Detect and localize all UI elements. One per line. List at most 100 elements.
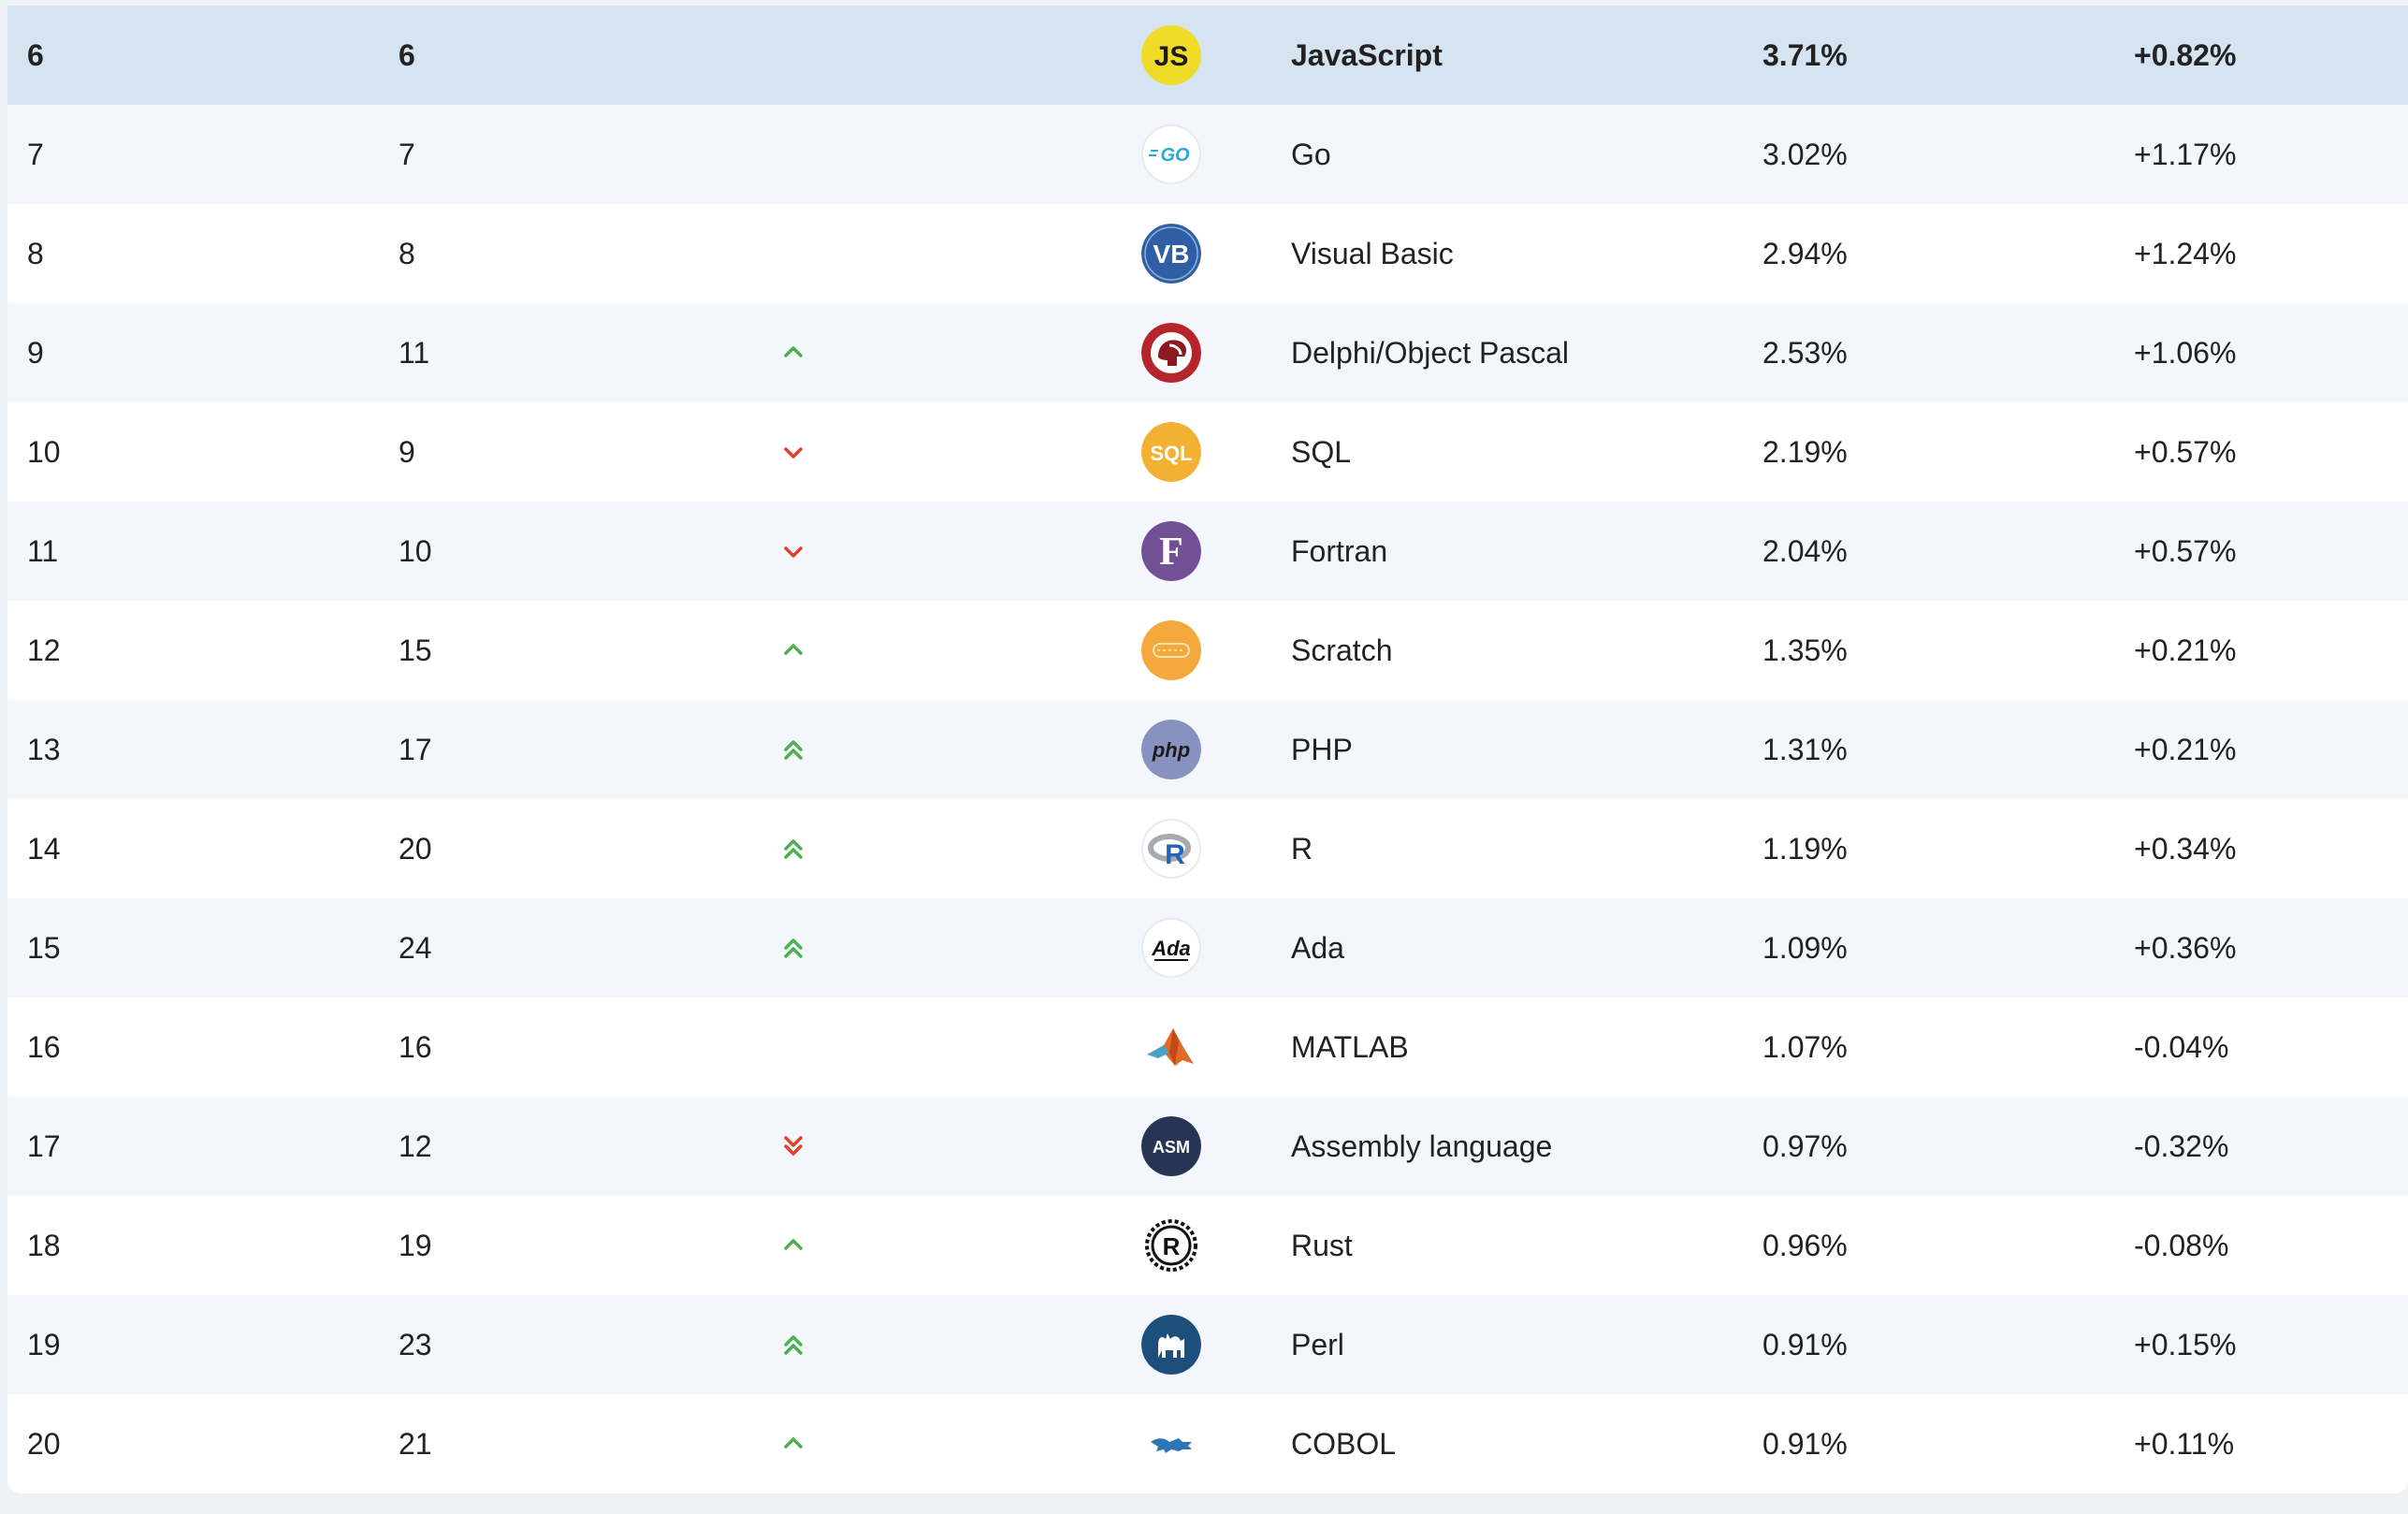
rank-previous: 16 [399, 1029, 432, 1064]
table-row: 7 7 GO Go 3.02% +1.17% [7, 105, 2408, 204]
delphi-logo [1141, 323, 1201, 383]
table-row: 18 19 R Rust 0.96% -0.08% [7, 1196, 2408, 1295]
table-row: 19 23 Perl 0.91% +0.15% [7, 1295, 2408, 1394]
rank-up-icon [770, 601, 817, 700]
svg-text:R: R [1165, 839, 1185, 870]
rank-previous: 23 [399, 1327, 432, 1361]
sql-logo: SQL [1141, 422, 1201, 482]
rank-previous: 10 [399, 533, 432, 568]
rating-change: -0.08% [2134, 1228, 2229, 1262]
svg-text:ASM: ASM [1153, 1138, 1190, 1157]
table-row: 12 15 Scratch 1.35% +0.21% [7, 601, 2408, 700]
table-row: 14 20 R R 1.19% +0.34% [7, 799, 2408, 898]
rank-previous: 8 [399, 236, 415, 270]
rank-current: 7 [27, 137, 44, 171]
scratch-logo [1141, 620, 1201, 680]
rating-change: +0.21% [2134, 633, 2237, 667]
rank-current: 15 [27, 930, 61, 965]
rank-previous: 12 [399, 1128, 432, 1163]
rank-current: 17 [27, 1128, 61, 1163]
rank-unchanged [770, 204, 817, 303]
rating-value: 2.53% [1762, 335, 1848, 370]
rating-change: +1.06% [2134, 335, 2237, 370]
language-name: Ada [1291, 930, 1344, 965]
svg-text:VB: VB [1153, 240, 1190, 269]
language-name: Perl [1291, 1327, 1344, 1361]
rating-value: 1.31% [1762, 732, 1848, 766]
table-row: 20 21 COBOL 0.91% +0.11% [7, 1394, 2408, 1493]
rating-change: -0.04% [2134, 1029, 2229, 1064]
rating-change: +0.15% [2134, 1327, 2237, 1361]
rank-previous: 7 [399, 137, 415, 171]
language-name: Fortran [1291, 533, 1388, 568]
rating-change: +0.57% [2134, 533, 2237, 568]
language-name: JavaScript [1291, 37, 1443, 72]
rating-change: +0.82% [2134, 37, 2237, 72]
table-row: 13 17 php PHP 1.31% +0.21% [7, 700, 2408, 799]
rank-previous: 24 [399, 930, 432, 965]
ada-logo: Ada [1141, 918, 1201, 978]
svg-text:php: php [1152, 738, 1190, 762]
rank-previous: 21 [399, 1426, 432, 1461]
rating-value: 1.35% [1762, 633, 1848, 667]
rank-previous: 11 [399, 335, 430, 370]
rank-previous: 15 [399, 633, 432, 667]
table-row: 16 16 MATLAB 1.07% -0.04% [7, 997, 2408, 1097]
rating-change: -0.32% [2134, 1128, 2229, 1163]
rating-value: 3.02% [1762, 137, 1848, 171]
rank-up-double-icon [770, 1295, 817, 1394]
table-row: 8 8 VB Visual Basic 2.94% +1.24% [7, 204, 2408, 303]
table-row: 9 11 Delphi/Object Pascal 2.53% +1.06% [7, 303, 2408, 402]
language-name: R [1291, 831, 1313, 866]
table-row: 10 9 SQL SQL 2.19% +0.57% [7, 402, 2408, 502]
rank-current: 16 [27, 1029, 61, 1064]
rank-up-icon [770, 1196, 817, 1295]
language-name: Go [1291, 137, 1331, 171]
rating-change: +0.21% [2134, 732, 2237, 766]
rank-down-icon [770, 502, 817, 601]
rank-unchanged [770, 997, 817, 1097]
rating-change: +0.34% [2134, 831, 2237, 866]
language-name: PHP [1291, 732, 1353, 766]
rank-previous: 6 [399, 37, 415, 72]
language-name: Assembly language [1291, 1128, 1553, 1163]
language-name: COBOL [1291, 1426, 1397, 1461]
go-logo: GO [1141, 124, 1201, 184]
rating-change: +0.11% [2134, 1426, 2235, 1461]
rank-previous: 9 [399, 434, 415, 469]
rank-up-icon [770, 303, 817, 402]
rank-current: 9 [27, 335, 44, 370]
table-row: 6 6 JS JavaScript 3.71% +0.82% [7, 6, 2408, 105]
visual-basic-logo: VB [1141, 224, 1201, 284]
svg-text:JS: JS [1154, 41, 1189, 72]
table-row: 11 10 F Fortran 2.04% +0.57% [7, 502, 2408, 601]
rank-unchanged [770, 6, 817, 105]
svg-text:F: F [1159, 531, 1183, 574]
rating-value: 1.19% [1762, 831, 1848, 866]
rating-change: +0.36% [2134, 930, 2237, 965]
language-name: Delphi/Object Pascal [1291, 335, 1570, 370]
rust-logo: R [1141, 1216, 1201, 1275]
rating-change: +0.57% [2134, 434, 2237, 469]
matlab-logo [1141, 1017, 1201, 1077]
language-name: Scratch [1291, 633, 1393, 667]
rank-current: 20 [27, 1426, 61, 1461]
rating-value: 0.96% [1762, 1228, 1848, 1262]
language-name: Visual Basic [1291, 236, 1454, 270]
rating-value: 1.09% [1762, 930, 1848, 965]
rank-current: 6 [27, 37, 44, 72]
rating-value: 1.07% [1762, 1029, 1848, 1064]
table-row: 17 12 ASM Assembly language 0.97% -0.32% [7, 1097, 2408, 1196]
rank-up-double-icon [770, 898, 817, 997]
rank-previous: 17 [399, 732, 432, 766]
svg-text:R: R [1163, 1232, 1181, 1260]
rank-up-double-icon [770, 700, 817, 799]
svg-text:Ada: Ada [1151, 937, 1191, 960]
rank-up-icon [770, 1394, 817, 1493]
assembly-logo: ASM [1141, 1116, 1201, 1176]
fortran-logo: F [1141, 521, 1201, 581]
language-name: Rust [1291, 1228, 1353, 1262]
ranking-table-body: 6 6 JS JavaScript 3.71% +0.82% 7 7 GO Go 3.02% +1.1… [7, 6, 2408, 1493]
rank-previous: 20 [399, 831, 432, 866]
perl-logo [1141, 1315, 1201, 1375]
